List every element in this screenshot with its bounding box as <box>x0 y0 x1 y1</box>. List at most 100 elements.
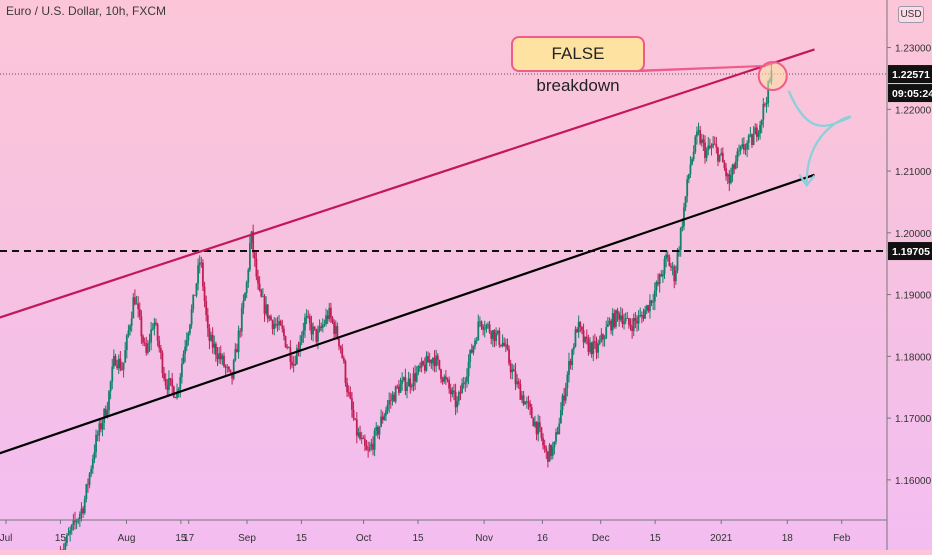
candle-body <box>108 391 110 410</box>
candle-body <box>432 358 434 363</box>
candle-body <box>588 339 590 352</box>
candle-body <box>262 296 264 297</box>
candle-body <box>464 382 466 384</box>
candle-body <box>179 377 181 389</box>
candle-body <box>434 358 436 366</box>
candle-body <box>526 401 528 402</box>
candle-body <box>82 508 84 513</box>
candle-body <box>759 125 761 134</box>
lower-trendline <box>0 175 814 455</box>
candle-body <box>466 376 468 382</box>
candle-body <box>116 365 118 368</box>
candle-body <box>720 153 722 155</box>
candle-body <box>226 367 228 368</box>
candle-body <box>756 127 758 136</box>
candle-body <box>351 398 353 410</box>
candle-body <box>461 383 463 393</box>
candle-body <box>189 325 191 333</box>
time-tick-label: 15 <box>650 533 662 544</box>
candle-body <box>712 144 714 147</box>
candle-body <box>492 330 494 339</box>
candle-body <box>468 362 470 377</box>
candle-body <box>210 335 212 341</box>
candle-body <box>170 378 172 379</box>
candle-body <box>265 304 267 313</box>
candle-body <box>374 431 376 450</box>
time-tick-label: 16 <box>537 533 549 544</box>
candle-body <box>542 438 544 445</box>
candle-body <box>68 533 70 535</box>
candle-body <box>537 422 539 434</box>
candle-body <box>223 356 225 366</box>
candle-body <box>340 346 342 348</box>
horizontal-lines-group <box>0 74 887 251</box>
candle-body <box>654 290 656 301</box>
candle-body <box>643 315 645 319</box>
candle-body <box>659 274 661 284</box>
candle-body <box>579 322 581 327</box>
candle-body <box>338 339 340 346</box>
candle-body <box>766 103 768 104</box>
price-axis: 1.160001.170001.180001.190001.200001.210… <box>887 0 932 550</box>
candle-body <box>132 297 134 318</box>
candle-body <box>200 263 202 264</box>
countdown-tag: 09:05:24 <box>892 88 932 100</box>
candle-body <box>294 364 296 365</box>
candle-body <box>270 316 272 320</box>
candle-body <box>291 362 293 366</box>
candle-body <box>725 168 727 176</box>
candle-body <box>529 403 531 407</box>
candle-body <box>724 162 726 168</box>
candle-body <box>481 321 483 326</box>
price-tick-label: 1.17000 <box>895 414 932 425</box>
candle-body <box>380 417 382 427</box>
candle-body <box>181 364 183 377</box>
candle-body <box>440 369 442 378</box>
projection-arrow-path <box>789 91 850 185</box>
candle-body <box>558 424 560 434</box>
candle-body <box>596 343 598 353</box>
candle-body <box>576 329 578 332</box>
candle-body <box>463 383 465 384</box>
candle-body <box>429 360 431 363</box>
currency-button[interactable]: USD <box>898 6 924 23</box>
candle-body <box>204 287 206 301</box>
candle-body <box>456 401 458 407</box>
candle-body <box>309 316 311 323</box>
candle-body <box>599 341 601 344</box>
candle-body <box>528 401 530 403</box>
candle-body <box>217 355 219 359</box>
candle-body <box>353 410 355 418</box>
candle-body <box>302 330 304 335</box>
candle-body <box>677 252 679 270</box>
candle-body <box>665 255 667 259</box>
candle-body <box>630 325 632 327</box>
candle-body <box>753 134 755 145</box>
candle-body <box>238 331 240 352</box>
candle-body <box>272 320 274 329</box>
candle-body <box>662 274 664 276</box>
candle-body <box>681 226 683 228</box>
price-tick-label: 1.18000 <box>895 352 932 363</box>
candle-body <box>490 332 492 339</box>
candle-body <box>385 410 387 415</box>
candle-body <box>123 363 125 370</box>
candle-body <box>392 395 394 401</box>
candle-body <box>186 340 188 346</box>
candle-body <box>477 322 479 341</box>
candle-body <box>550 445 552 456</box>
price-tick-label: 1.20000 <box>895 229 932 240</box>
candle-body <box>605 327 607 338</box>
candle-body <box>118 359 120 368</box>
candle-body <box>249 243 251 270</box>
candle-body <box>414 373 416 381</box>
candle-body <box>508 349 510 363</box>
candle-body <box>157 324 159 341</box>
candle-body <box>524 402 526 405</box>
candle-body <box>591 343 593 354</box>
candle-body <box>442 379 444 382</box>
candle-body <box>644 310 646 318</box>
candle-body <box>119 359 121 370</box>
